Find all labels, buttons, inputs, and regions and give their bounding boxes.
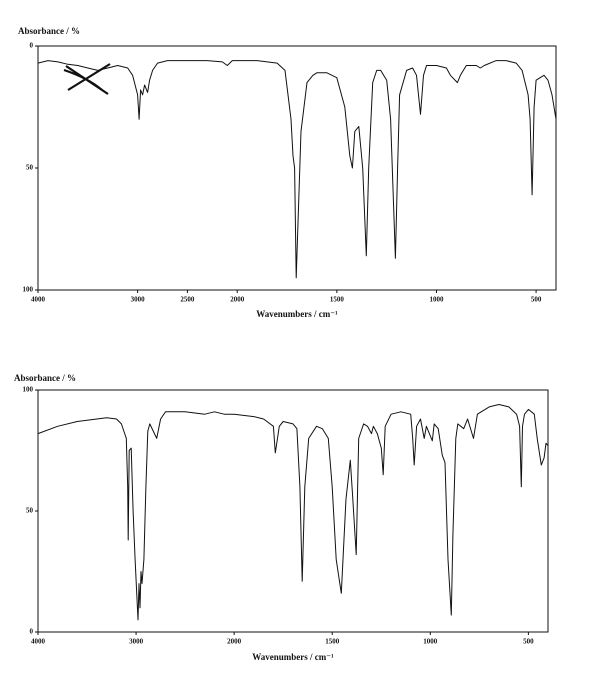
x-tick-label: 1000	[423, 638, 438, 646]
x-axis-label: Wavenumbers / cm⁻¹	[252, 652, 334, 662]
y-tick-label: 50	[26, 164, 34, 172]
x-tick-label: 500	[531, 296, 542, 304]
spectrum-line	[37, 404, 549, 621]
x-tick-label: 1500	[325, 638, 340, 646]
y-axis-label: Absorbance / %	[14, 373, 76, 383]
x-axis-label: Wavenumbers / cm⁻¹	[256, 309, 338, 319]
x-tick-label: 2500	[180, 296, 195, 304]
y-tick-label: 0	[30, 42, 34, 50]
x-tick-label: 4000	[31, 296, 46, 304]
x-tick-label: 1000	[429, 296, 444, 304]
x-tick-label: 3000	[129, 638, 144, 646]
spectrum-line	[37, 60, 557, 279]
y-tick-label: 50	[26, 507, 34, 515]
x-tick-label: 2000	[227, 638, 242, 646]
x-tick-label: 1500	[330, 296, 345, 304]
y-tick-label: 100	[23, 286, 34, 294]
y-tick-label: 100	[23, 386, 34, 394]
y-axis-label: Absorbance / %	[18, 26, 80, 36]
pen-mark	[63, 63, 111, 95]
x-tick-label: 3000	[131, 296, 146, 304]
x-tick-label: 4000	[31, 638, 46, 646]
x-tick-label: 500	[523, 638, 534, 646]
y-tick-label: 0	[30, 628, 34, 636]
x-tick-label: 2000	[230, 296, 245, 304]
